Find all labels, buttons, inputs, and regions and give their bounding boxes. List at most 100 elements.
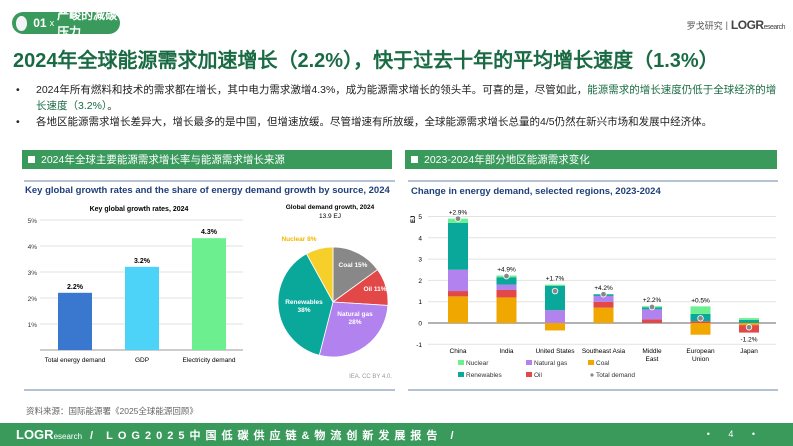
x-tick-label: GDP [135, 357, 149, 364]
stacked-bar-segment [496, 277, 517, 285]
x-tick-label: Union [692, 356, 709, 363]
bar-subtitle: Key global growth rates, 2024 [90, 206, 189, 213]
stacked-bar-segment [545, 284, 565, 286]
x-tick-label: European [686, 348, 715, 355]
pie-title: Global demand growth, 2024 [286, 204, 375, 211]
chart-title: Change in energy demand, selected region… [411, 186, 661, 197]
pie-slice-label: Coal 15% [339, 262, 368, 269]
growth-label: +2.9% [449, 210, 468, 217]
bullet-item: 各地区能源需求增长差异大，增长最多的是中国，但增速放缓。尽管增速有所放缓，全球能… [12, 114, 782, 130]
brand-cn: 罗戈研究 [686, 20, 723, 31]
growth-label: +4.2% [594, 285, 613, 292]
stacked-bar-segment [593, 301, 614, 308]
page-number: • 4 • [706, 429, 763, 439]
pie-slice [332, 246, 379, 303]
bullet-list: 2024年所有燃料和技术的需求都在增长，其中电力需求激增4.3%，成为能源需求增… [12, 82, 782, 130]
y-tick-label: 2% [28, 296, 38, 303]
right-panel-header: 2023-2024年部分地区能源需求变化 [405, 150, 777, 169]
legend-label: Renewables [466, 372, 503, 379]
x-tick-label: Electricity demand [182, 357, 235, 364]
y-tick-label: 2 [418, 278, 422, 285]
total-demand-point [648, 303, 656, 311]
bar [125, 266, 159, 350]
section-separator: x [49, 18, 55, 28]
bullet-text: 2024年所有燃料和技术的需求都在增长，其中电力需求激增4.3%，成为能源需求增… [36, 84, 588, 96]
legend-swatch [458, 372, 464, 377]
x-tick-label: East [645, 356, 658, 363]
legend-label: Total demand [596, 372, 635, 379]
legend-label: Coal [596, 360, 610, 367]
section-badge: 01 x 严峻的减碳压力 [12, 8, 120, 39]
square-icon [28, 156, 35, 163]
total-demand-point [551, 287, 559, 295]
section-title: 严峻的减碳压力 [57, 8, 118, 39]
left-chart: Key global growth rates and the share of… [24, 180, 395, 391]
pie-subtitle: 13.9 EJ [319, 213, 341, 220]
stacked-bar-segment [690, 321, 711, 323]
total-demand-point [697, 315, 704, 322]
total-demand-point [745, 324, 753, 331]
left-panel-header: 2024年全球主要能源需求增长率与能源需求增长来源 [22, 150, 392, 169]
y-tick-label: 4% [28, 244, 38, 251]
stacked-bar-segment [690, 306, 711, 314]
stacked-bar-segment [593, 295, 614, 302]
stacked-bar-segment [545, 310, 565, 323]
y-tick-label: 1 [418, 299, 422, 306]
x-tick-label: Total energy demand [45, 357, 106, 364]
stacked-bar-segment [642, 309, 662, 320]
stacked-bar-segment [448, 291, 468, 297]
pie-slice-label: Natural gas 28% [337, 311, 373, 326]
y-tick-label: 3 [418, 257, 422, 264]
bullet-item: 2024年所有燃料和技术的需求都在增长，其中电力需求激增4.3%，成为能源需求增… [12, 82, 782, 114]
source-note: 资料来源：国际能源署《2025全球能源回顾》 [26, 406, 198, 416]
x-tick-label: Southeast Asia [582, 348, 626, 355]
brand-logo: LOGResearch [730, 18, 786, 32]
growth-label: +1.7% [546, 276, 565, 283]
page-title: 2024年全球能源需求加速增长（2.2%），快于过去十年的平均增长速度（1.3%… [13, 50, 719, 72]
x-tick-label: India [499, 348, 513, 355]
stacked-bar-segment [545, 285, 565, 311]
footer: LOGResearch / LOG2025中国低碳供应链&物流创新发展报告 / [0, 423, 793, 446]
pie-slice [318, 301, 389, 358]
pie-slice [277, 253, 334, 356]
left-panel-title: 2024年全球主要能源需求增长率与能源需求增长来源 [41, 154, 285, 166]
bullet-highlight: 能源需求的增长速度仍低于全球经济的增长速度（3.2%） [36, 84, 777, 112]
bar [192, 238, 226, 350]
footer-logo: LOGResearch [16, 427, 83, 442]
y-tick-label: 4 [418, 235, 422, 242]
growth-label: +2.2% [643, 297, 662, 304]
y-tick-label: 0 [418, 321, 422, 328]
legend-marker [590, 373, 594, 377]
stacked-bar-segment [496, 289, 517, 298]
stacked-bar-segment [739, 319, 759, 323]
y-tick-label: 3% [28, 270, 38, 277]
stacked-bar-segment [545, 323, 565, 331]
pie-slice-label: Nuclear 8% [281, 236, 316, 243]
stacked-bar-segment [593, 307, 614, 323]
total-demand-point [454, 215, 462, 222]
total-demand-point [503, 272, 510, 280]
stacked-bar-segment [496, 297, 517, 323]
stacked-bar-segment [448, 296, 468, 323]
y-tick-label: 5% [28, 218, 38, 225]
growth-label: +4.9% [497, 267, 516, 274]
growth-label: +0.5% [691, 297, 710, 304]
right-panel-title: 2023-2024年部分地区能源需求变化 [424, 154, 590, 166]
stacked-bar-segment [642, 319, 662, 323]
bullet-text: 各地区能源需求增长差异大，增长最多的是中国，但增速放缓。尽管增速有所放缓，全球能… [36, 116, 713, 128]
x-tick-label: Japan [740, 348, 758, 355]
stacked-bar-segment [690, 323, 711, 335]
bar [58, 292, 92, 350]
y-tick-label: -1 [416, 342, 422, 349]
legend-swatch [526, 372, 532, 377]
stacked-bar-segment [448, 222, 468, 270]
y-tick-label: 1% [28, 322, 38, 329]
y-axis-label: EJ [411, 216, 417, 223]
square-icon [411, 156, 418, 163]
brand: 罗戈研究 | LOGResearch [686, 18, 786, 32]
x-tick-label: China [450, 348, 467, 355]
bar-value-label: 3.2% [134, 258, 151, 265]
credit: IEA. CC BY 4.0. [349, 374, 392, 380]
x-tick-label: United States [535, 348, 575, 355]
pie-slice [305, 246, 334, 303]
